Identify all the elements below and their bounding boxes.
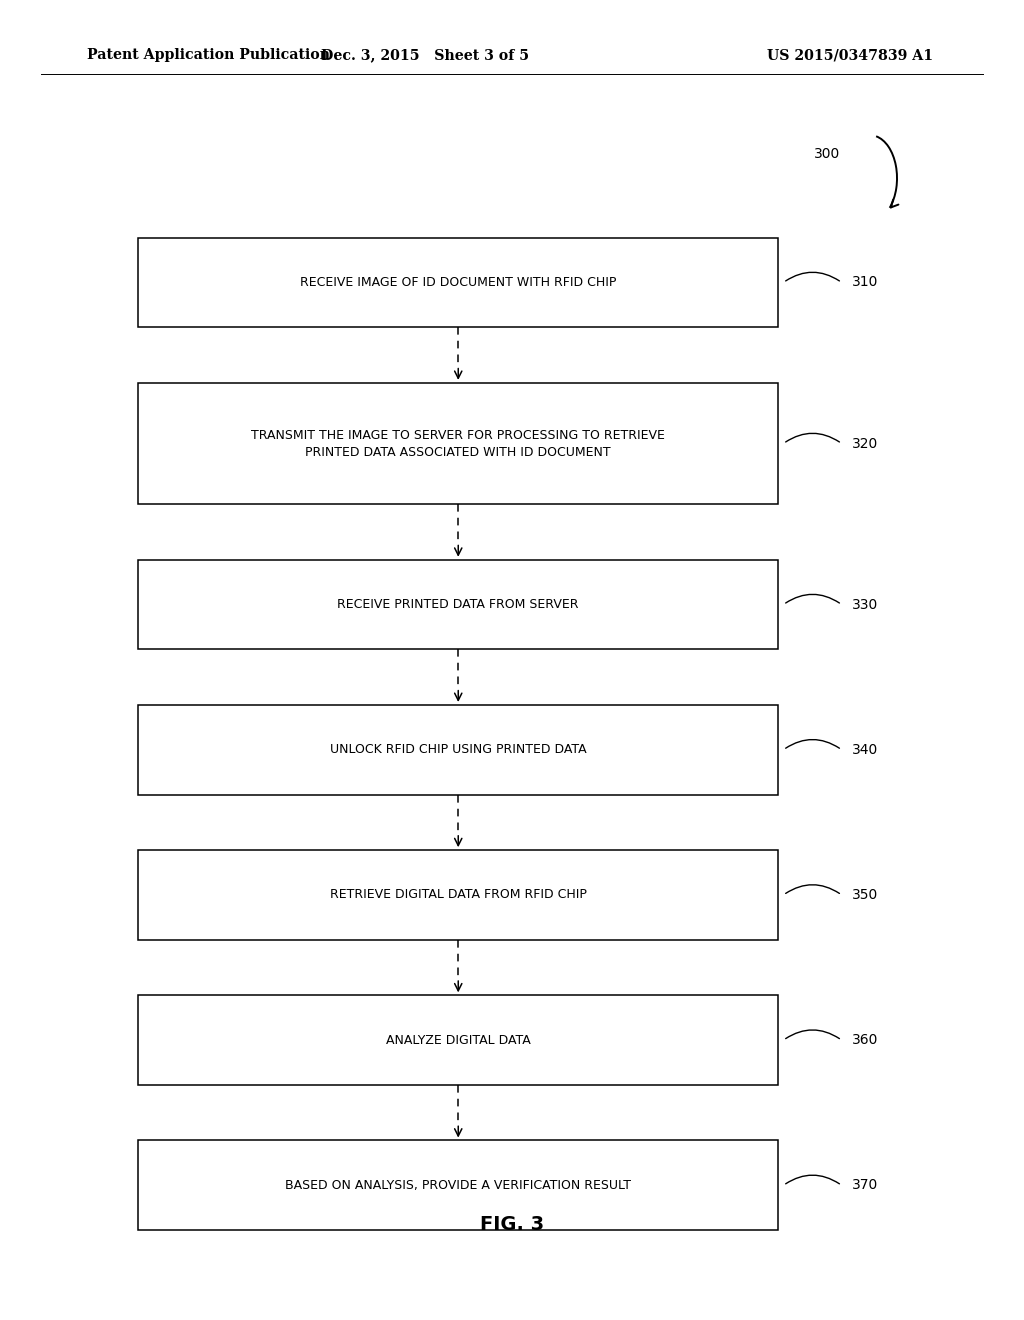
Text: ANALYZE DIGITAL DATA: ANALYZE DIGITAL DATA xyxy=(386,1034,530,1047)
Text: 340: 340 xyxy=(852,743,879,756)
Bar xyxy=(138,560,778,649)
Bar xyxy=(138,995,778,1085)
Text: RECEIVE IMAGE OF ID DOCUMENT WITH RFID CHIP: RECEIVE IMAGE OF ID DOCUMENT WITH RFID C… xyxy=(300,276,616,289)
Text: 320: 320 xyxy=(852,437,879,450)
Text: 300: 300 xyxy=(814,147,841,161)
Bar xyxy=(138,238,778,327)
Text: 370: 370 xyxy=(852,1179,879,1192)
Bar xyxy=(138,850,778,940)
Text: FIG. 3: FIG. 3 xyxy=(480,1216,544,1234)
Text: UNLOCK RFID CHIP USING PRINTED DATA: UNLOCK RFID CHIP USING PRINTED DATA xyxy=(330,743,587,756)
Text: Patent Application Publication: Patent Application Publication xyxy=(87,49,330,62)
Bar xyxy=(138,1140,778,1230)
Text: RECEIVE PRINTED DATA FROM SERVER: RECEIVE PRINTED DATA FROM SERVER xyxy=(338,598,579,611)
Bar xyxy=(138,705,778,795)
Text: RETRIEVE DIGITAL DATA FROM RFID CHIP: RETRIEVE DIGITAL DATA FROM RFID CHIP xyxy=(330,888,587,902)
Text: 360: 360 xyxy=(852,1034,879,1047)
Text: 330: 330 xyxy=(852,598,879,611)
Text: 310: 310 xyxy=(852,276,879,289)
Text: 350: 350 xyxy=(852,888,879,902)
Text: Dec. 3, 2015   Sheet 3 of 5: Dec. 3, 2015 Sheet 3 of 5 xyxy=(321,49,529,62)
Text: TRANSMIT THE IMAGE TO SERVER FOR PROCESSING TO RETRIEVE
PRINTED DATA ASSOCIATED : TRANSMIT THE IMAGE TO SERVER FOR PROCESS… xyxy=(251,429,666,458)
Text: BASED ON ANALYSIS, PROVIDE A VERIFICATION RESULT: BASED ON ANALYSIS, PROVIDE A VERIFICATIO… xyxy=(286,1179,631,1192)
Bar xyxy=(138,383,778,504)
Text: US 2015/0347839 A1: US 2015/0347839 A1 xyxy=(767,49,933,62)
